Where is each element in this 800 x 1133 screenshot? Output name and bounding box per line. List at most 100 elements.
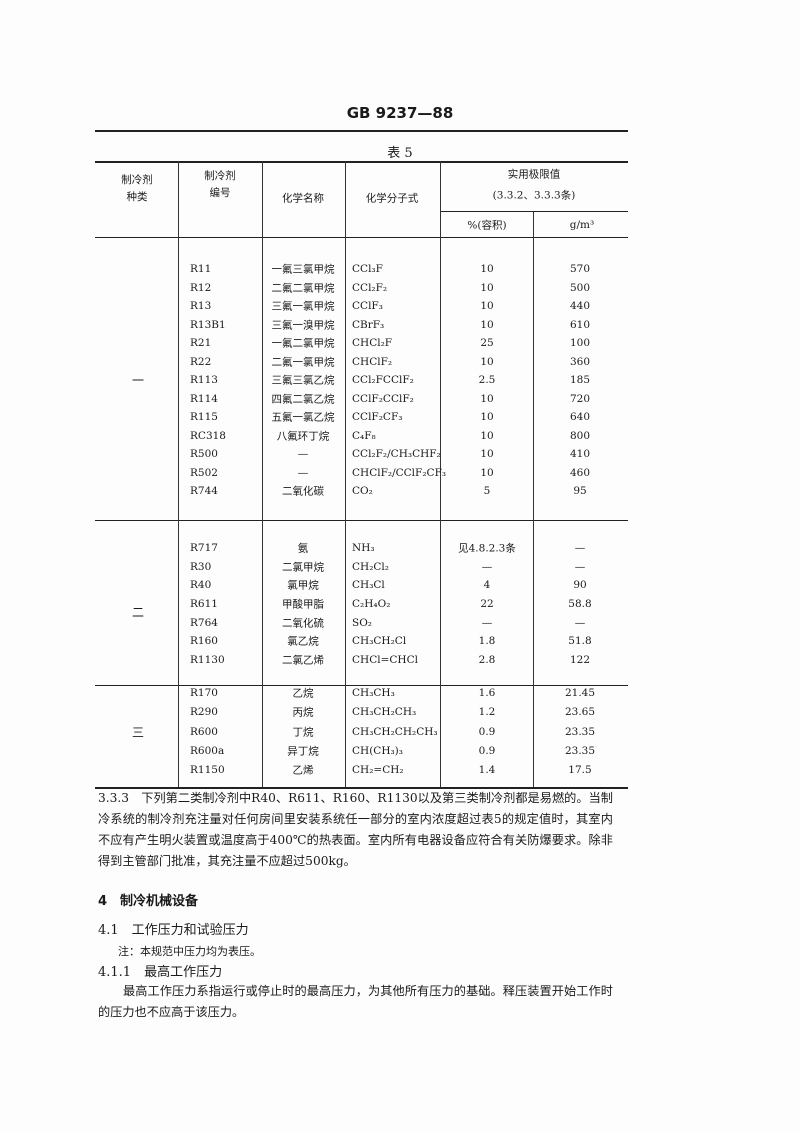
cell-gm3: 23.35 (564, 725, 596, 738)
cell-formula: NH₃ (352, 542, 375, 554)
cell-pct: 10 (480, 429, 494, 442)
cell-pct: 2.5 (478, 374, 496, 386)
cell-gm3: 51.8 (568, 635, 592, 648)
cell-code: R600 (190, 725, 218, 738)
cell-code: R13 (190, 300, 212, 312)
paragraph-4-1-1: 最高工作压力系指运行或停止时的最高压力，为其他所有压力的基础。释压装置开始工作时… (98, 984, 613, 1019)
cell-name: 乙烯 (292, 764, 314, 777)
note: 注：本规范中压力均为表压。 (118, 945, 261, 958)
cell-gm3: 460 (569, 466, 591, 479)
cell-gm3: 360 (569, 355, 591, 368)
header-category-line: 种类 (126, 191, 148, 203)
cell-name: 异丁烷 (287, 745, 319, 758)
table-rule (95, 520, 628, 521)
cell-formula: CClF₂CF₃ (352, 411, 403, 423)
cell-formula: SO₂ (352, 616, 373, 629)
header-formula: 化学分子式 (365, 192, 419, 205)
cell-pct: 1.8 (478, 635, 496, 648)
cell-name: 二氧化碳 (282, 485, 324, 498)
cell-pct: 1.4 (478, 764, 496, 776)
cell-formula: C₂H₄O₂ (352, 598, 391, 610)
cell-name: 氨 (297, 542, 309, 555)
cell-gm3: 17.5 (568, 764, 592, 776)
cell-code: R160 (190, 635, 218, 648)
cell-gm3: 185 (569, 374, 591, 386)
cell-pct: 5 (483, 485, 491, 497)
header-category-line: 制冷剂 (121, 174, 153, 186)
cell-name: 丁烷 (292, 726, 314, 738)
cell-formula: CClF₃ (352, 300, 383, 312)
cell-name: 二氯乙烯 (282, 654, 324, 667)
cell-gm3: 720 (569, 392, 591, 405)
cell-code: R40 (190, 579, 212, 592)
cell-formula: CH₃CH₂Cl (352, 635, 407, 648)
column-rule (440, 161, 441, 787)
cell-name: 氯乙烷 (287, 635, 319, 648)
cell-gm3: — (574, 560, 586, 573)
cell-formula: CH₃CH₂CH₃ (352, 706, 417, 719)
header-code-line: 编号 (209, 187, 231, 199)
cell-name: 二氟一氯甲烷 (271, 356, 335, 368)
cell-gm3: 570 (569, 263, 591, 275)
cell-formula: CO₂ (352, 485, 373, 497)
cell-code: R611 (190, 598, 218, 610)
cell-formula: CCl₂F₂/CH₃CHF₂ (352, 448, 441, 460)
header-pct: %(容积) (467, 219, 507, 232)
cell-name: 二氟二氯甲烷 (271, 282, 335, 294)
cell-formula: CCl₂F₂ (352, 281, 388, 294)
column-rule (178, 161, 179, 787)
cell-gm3: 410 (569, 448, 591, 460)
cell-formula: CH₂Cl₂ (352, 560, 390, 573)
header-gm3: g/m³ (569, 219, 595, 231)
cell-pct: 22 (480, 598, 494, 610)
cell-code: R115 (190, 411, 218, 423)
cell-pct: — (481, 560, 493, 573)
cell-name: 四氟二氯乙烷 (271, 393, 335, 405)
group-label: 三 (131, 725, 145, 740)
cell-name: 甲酸甲脂 (282, 598, 324, 611)
heading-4-1: 4.1 工作压力和试验压力 (98, 923, 249, 938)
header-rule (95, 130, 628, 132)
cell-pct: 见4.8.2.3条 (458, 542, 516, 555)
heading-4: 4 制冷机械设备 (98, 894, 199, 909)
column-rule (345, 161, 346, 787)
cell-code: R764 (190, 616, 218, 629)
cell-formula: CH(CH₃)₃ (352, 744, 403, 757)
cell-pct: 10 (480, 355, 494, 368)
cell-pct: 0.9 (478, 725, 496, 738)
header-limit-ref: (3.3.2、3.3.3条) (492, 189, 576, 202)
cell-name: 八氟环丁烷 (276, 430, 330, 442)
table-rule (95, 787, 628, 789)
cell-gm3: 58.8 (568, 598, 592, 610)
standard-code: GB 9237—88 (346, 104, 454, 122)
column-rule (262, 161, 263, 787)
cell-pct: 10 (480, 318, 494, 331)
cell-code: R113 (190, 374, 218, 386)
cell-gm3: — (574, 616, 586, 629)
cell-code: R600a (190, 744, 225, 757)
cell-code: R1150 (190, 764, 225, 776)
cell-code: R13B1 (190, 318, 226, 331)
cell-pct: 10 (480, 263, 494, 275)
cell-formula: CHCl₂F (352, 337, 393, 349)
table-rule (95, 237, 628, 238)
cell-name: 五氟一氯乙烷 (271, 411, 335, 424)
cell-name: 二氧化硫 (282, 617, 324, 630)
cell-gm3: 23.35 (564, 744, 596, 757)
cell-pct: 10 (480, 466, 494, 479)
cell-name: 三氟三氯乙烷 (271, 374, 335, 387)
header-code-line: 制冷剂 (204, 170, 236, 182)
cell-formula: CHCl=CHCl (352, 654, 418, 667)
cell-name: 一氟二氯甲烷 (271, 337, 335, 350)
cell-pct: 0.9 (478, 744, 496, 757)
cell-pct: 25 (480, 337, 494, 349)
cell-pct: — (481, 616, 493, 629)
cell-gm3: 500 (569, 281, 591, 294)
cell-gm3: 90 (573, 579, 587, 592)
cell-code: R12 (190, 281, 212, 294)
table-rule (95, 685, 628, 686)
cell-name: 一氟三氯甲烷 (271, 263, 335, 276)
cell-gm3: 440 (569, 300, 591, 312)
cell-formula: CH₃CH₃ (352, 687, 395, 699)
cell-pct: 4 (483, 579, 491, 592)
